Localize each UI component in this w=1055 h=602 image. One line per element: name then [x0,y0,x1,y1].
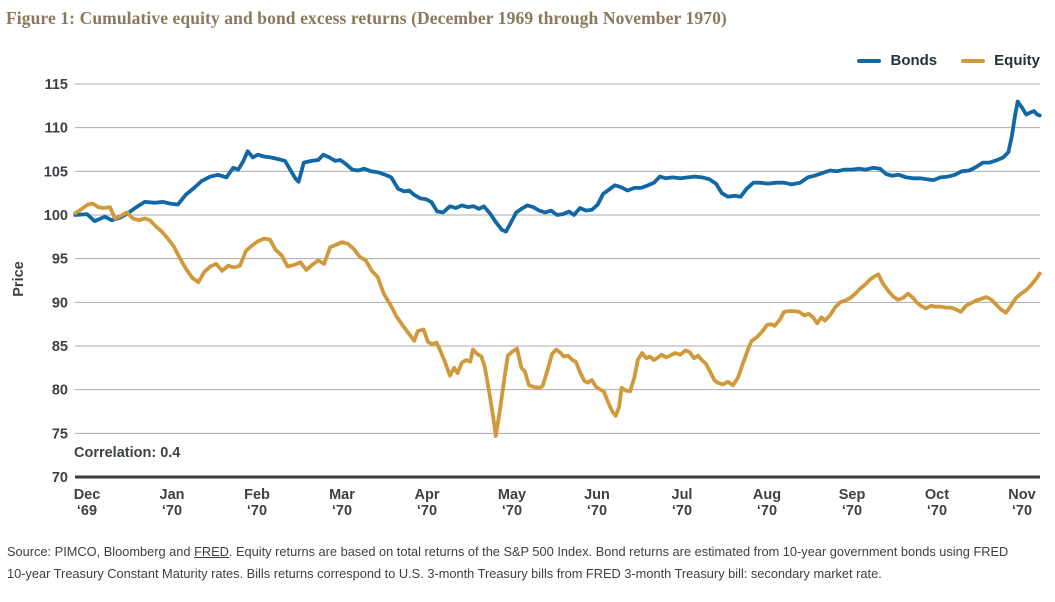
y-tick-label-80: 80 [52,383,68,399]
legend-label-equity: Equity [994,52,1040,69]
x-tick-label-mar: Mar ‘70 [329,487,355,519]
legend-label-bonds: Bonds [890,52,938,69]
x-tick-label-aug: Aug ‘70 [753,487,781,519]
x-tick-label-oct: Oct ‘70 [925,487,949,519]
source-note: Source: PIMCO, Bloomberg and FRED. Equit… [7,541,1052,585]
legend-item-equity: Equity [961,52,1040,69]
x-tick-label-feb: Feb ‘70 [244,487,270,519]
x-tick-label-apr: Apr ‘70 [415,487,440,519]
equity-line [73,201,1042,438]
chart-legend: Bonds Equity [857,52,1040,69]
source-text-prefix: Source: PIMCO, Bloomberg and [7,544,195,559]
y-tick-label-90: 90 [52,295,68,311]
x-tick-label-jan: Jan ‘70 [160,487,185,519]
y-tick-label-95: 95 [52,252,68,268]
bonds-line [73,99,1042,234]
y-tick-label-85: 85 [52,339,68,355]
y-tick-label-75: 75 [52,426,68,442]
bonds-line-swatch [857,58,882,63]
plot-area: 70 75 80 85 90 95 100 105 110 115 Dec ‘69 Jan ‘70 Feb ‘… [44,77,1042,519]
equity-line-swatch [961,58,986,63]
legend-item-bonds: Bonds [857,52,937,69]
figure-title: Figure 1: Cumulative equity and bond exc… [6,8,727,28]
y-tick-label-115: 115 [45,77,68,93]
x-tick-label-jun: Jun ‘70 [584,487,610,519]
source-text-line1-rest: . Equity returns are based on total retu… [228,544,1009,559]
y-tick-label-70: 70 [52,470,68,486]
correlation-annotation: Correlation: 0.4 [74,445,181,461]
y-tick-label-100: 100 [44,208,68,224]
x-tick-label-jul: Jul ‘70 [672,487,693,519]
y-tick-label-110: 110 [45,121,68,137]
source-text-line2: 10-year Treasury Constant Maturity rates… [7,566,882,581]
x-tick-label-may: May ‘70 [498,487,526,519]
x-tick-label-sep: Sep ‘70 [839,487,866,519]
y-tick-label-105: 105 [44,164,68,180]
fred-link[interactable]: FRED [194,544,229,559]
x-tick-label-nov: Nov ‘70 [1008,487,1035,519]
x-tick-label-dec: Dec ‘69 [74,487,101,519]
